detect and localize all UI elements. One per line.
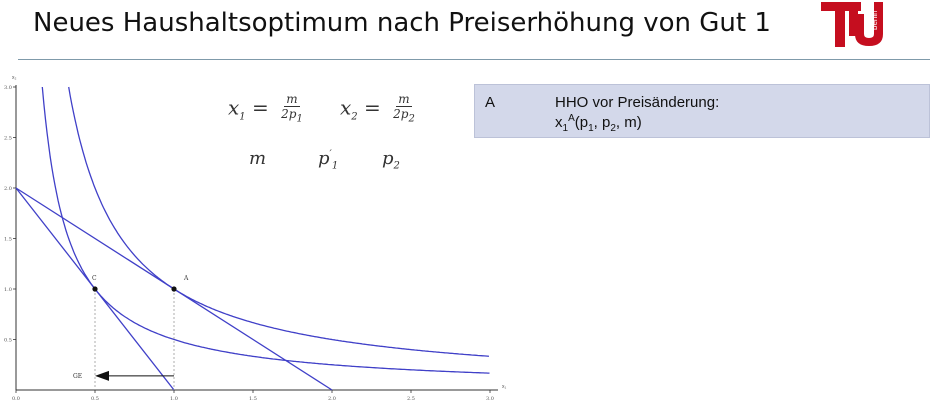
y-tick-label: 1.0 (4, 287, 12, 293)
x-tick-label: 3.0 (486, 396, 494, 402)
logo-u-shape (849, 2, 883, 46)
y-tick-label: 2.5 (4, 136, 12, 142)
x-tick-label: 1.5 (249, 396, 257, 402)
logo-bar-u-left (849, 2, 858, 36)
point-label-a: A (183, 275, 189, 282)
ge-arrow-head (95, 370, 109, 381)
info-formula: x1A(p1, p2, m) (555, 113, 642, 134)
param-p1-prime: p′1 (318, 148, 339, 172)
x-axis-label: x₁ (502, 384, 507, 390)
optimum-point-c (92, 286, 98, 292)
param-m: m (249, 148, 267, 169)
param-p2: p2 (382, 148, 400, 172)
demand-formula-x1: x1 = m 2p1 (228, 92, 303, 125)
title-divider (18, 59, 930, 60)
demand-formula-x2: x2 = m 2p2 (340, 92, 415, 125)
optimum-point-a (171, 286, 177, 292)
point-label-c: C (92, 275, 97, 282)
ge-label: GE (73, 373, 82, 380)
x-tick-label: 0.5 (91, 396, 99, 402)
household-optimum-diagram: x₁ x₂ 0.0 0.5 1.0 1.5 2.0 2.5 3.0 0.5 1.0 1.5 2.0 2.… (4, 75, 507, 402)
x-tick-label: 1.0 (170, 396, 178, 402)
y-tick-label: 2.0 (4, 186, 12, 192)
y-tick-label: 0.5 (4, 338, 12, 344)
info-key: A (485, 94, 496, 111)
indifference-curve (41, 86, 490, 374)
y-axis-label: x₂ (12, 75, 17, 81)
y-tick-label: 1.5 (4, 237, 12, 243)
chart-ticks: 0.0 0.5 1.0 1.5 2.0 2.5 3.0 0.5 1.0 1.5 2.0 2.5 3.0 (4, 85, 494, 402)
logo-bar-t-stem (835, 11, 845, 47)
x-tick-label: 2.0 (328, 396, 336, 402)
chart-curves (15, 86, 490, 391)
logo-bar-top (821, 2, 861, 11)
info-table-row: A HHO vor Preisänderung: x1A(p1, p2, m) (474, 84, 930, 138)
logo-text: berlin (870, 10, 879, 30)
info-heading: HHO vor Preisänderung: (555, 94, 720, 111)
chart-marks: A C GE (73, 275, 189, 390)
indifference-curve (68, 86, 489, 357)
x-tick-label: 2.5 (407, 396, 415, 402)
y-tick-label: 3.0 (4, 85, 12, 91)
slide-title: Neues Haushaltsoptimum nach Preiserhöhun… (33, 8, 771, 38)
x-tick-label: 0.0 (12, 396, 20, 402)
tu-berlin-logo: berlin (817, 0, 887, 52)
